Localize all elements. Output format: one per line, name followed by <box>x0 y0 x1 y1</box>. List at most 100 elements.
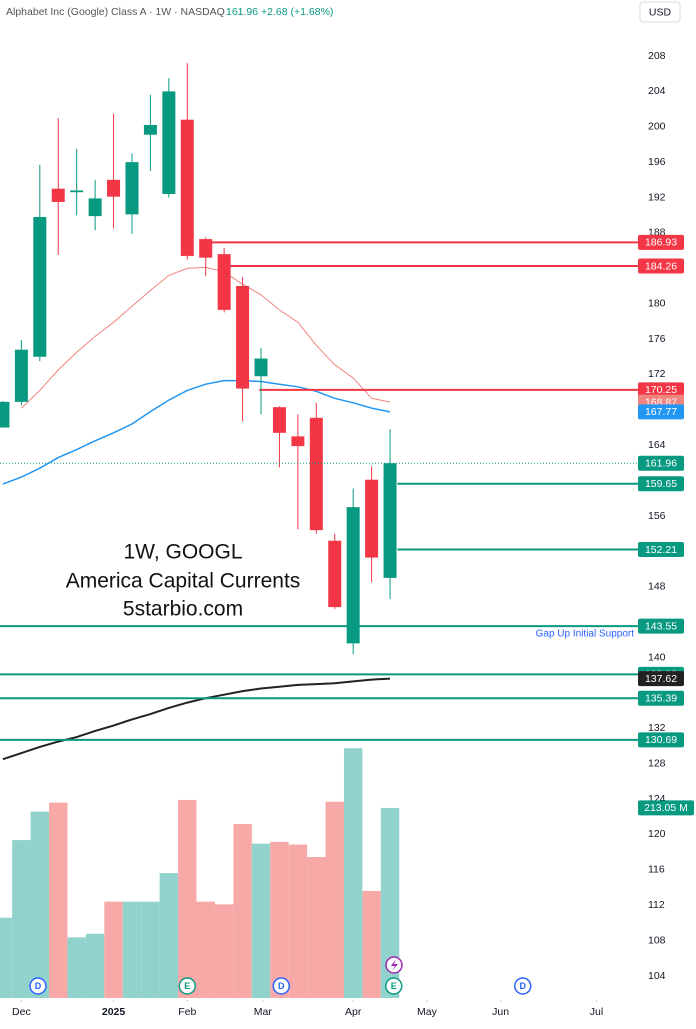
y-tick-label: 120 <box>648 828 666 840</box>
volume-bar <box>325 801 344 998</box>
price-label: 137.62 <box>645 673 677 685</box>
volume-bar <box>178 799 197 998</box>
price-label-box <box>638 382 684 398</box>
y-tick-label: 148 <box>648 581 666 593</box>
candle-body <box>272 407 286 433</box>
volume-bar <box>270 841 289 998</box>
volume-bar <box>380 807 400 998</box>
price-label-box <box>638 618 684 634</box>
y-tick-label: 164 <box>648 439 666 451</box>
price-label: 135.39 <box>645 693 677 705</box>
volume-bar <box>85 933 105 998</box>
x-tick-label: Mar <box>254 1006 273 1018</box>
volume-bar <box>0 917 13 998</box>
y-tick-label: 116 <box>648 864 665 876</box>
candle-body <box>254 358 268 377</box>
volume-bar <box>49 802 68 998</box>
x-tick-label: Dec <box>12 1006 31 1018</box>
y-tick-label: 104 <box>648 970 666 982</box>
event-badge[interactable] <box>178 977 197 995</box>
volume-bar <box>67 937 86 998</box>
event-badge[interactable] <box>272 977 291 995</box>
candle-body <box>291 436 305 447</box>
volume-bar <box>12 840 31 998</box>
x-tick-label: Feb <box>178 1006 196 1018</box>
event-label: E <box>391 981 397 991</box>
price-label-box <box>638 455 684 471</box>
candle-body <box>383 463 397 578</box>
x-tick-label: May <box>417 1006 438 1018</box>
volume-bar <box>196 901 215 998</box>
volume-bar <box>214 904 234 998</box>
volume-bar <box>288 844 308 998</box>
candle-body <box>143 124 157 135</box>
candle-body <box>365 479 379 558</box>
y-tick-label: 108 <box>648 934 666 946</box>
price-label-box <box>638 690 684 706</box>
candle-body <box>309 417 323 531</box>
y-tick-label: 200 <box>648 121 666 133</box>
price-label-box <box>638 234 684 250</box>
price-label-box <box>638 671 684 687</box>
header-quote: 161.96 +2.68 (+1.68%) <box>226 6 333 18</box>
x-tick-label: Jul <box>590 1006 603 1018</box>
x-tick-label: Jun <box>492 1006 509 1018</box>
price-label: 152.21 <box>645 544 677 556</box>
candle-body <box>162 91 176 194</box>
price-label: 143.55 <box>645 620 677 632</box>
annotation: America Capital Currents <box>66 570 301 593</box>
y-tick-label: 180 <box>648 297 666 309</box>
price-label-box <box>638 258 684 274</box>
annotation: 5starbio.com <box>123 598 243 621</box>
currency[interactable]: USD <box>649 6 672 18</box>
price-label: 184.26 <box>645 260 677 272</box>
volume-bar <box>30 811 50 998</box>
candle-body <box>33 216 47 357</box>
candle-body <box>328 540 342 608</box>
candle-body <box>70 190 84 193</box>
price-label-box <box>638 404 684 420</box>
price-label-box <box>638 476 684 492</box>
candle-body <box>217 254 231 310</box>
price-label: 167.77 <box>645 406 677 418</box>
event-badge[interactable] <box>29 977 47 995</box>
y-tick-label: 176 <box>648 333 666 345</box>
price-label: 186.93 <box>645 237 677 249</box>
y-tick-label: 156 <box>648 510 666 522</box>
event-label: E <box>184 981 190 991</box>
candle-body <box>346 507 360 644</box>
volume-bar <box>104 901 123 998</box>
price-label: 130.69 <box>645 734 677 746</box>
candle-body <box>51 188 65 202</box>
y-tick-label: 204 <box>648 85 666 97</box>
price-label: 161.96 <box>645 458 677 470</box>
candle-body <box>0 401 10 428</box>
candle-body <box>180 119 194 256</box>
volume-bar <box>233 824 252 998</box>
y-tick-label: 192 <box>648 191 666 203</box>
event-badge[interactable] <box>384 977 403 995</box>
candle-body <box>14 349 28 402</box>
lightning-icon <box>391 959 398 971</box>
event-label: D <box>520 981 527 991</box>
y-tick-label: 208 <box>648 50 666 62</box>
candle-body <box>236 285 250 389</box>
level-note: Gap Up Initial Support <box>536 629 635 640</box>
currency-box[interactable] <box>639 1 681 23</box>
annotation: 1W, GOOGL <box>123 541 242 564</box>
price-label-box <box>638 542 684 558</box>
chart-header: Alphabet Inc (Google) Class A · 1W · NAS… <box>6 6 225 18</box>
price-label: 170.25 <box>645 384 677 396</box>
event-badge[interactable] <box>514 977 532 995</box>
candle-body <box>199 239 213 258</box>
volume-bar <box>362 890 381 998</box>
y-tick-label: 128 <box>648 757 666 769</box>
candle-body <box>107 179 121 197</box>
volume-bar <box>159 873 179 998</box>
y-tick-label: 140 <box>648 651 666 663</box>
event-label: D <box>278 981 285 991</box>
volume-bar <box>141 901 160 998</box>
y-tick-label: 132 <box>648 722 666 734</box>
volume-bar <box>307 857 326 998</box>
